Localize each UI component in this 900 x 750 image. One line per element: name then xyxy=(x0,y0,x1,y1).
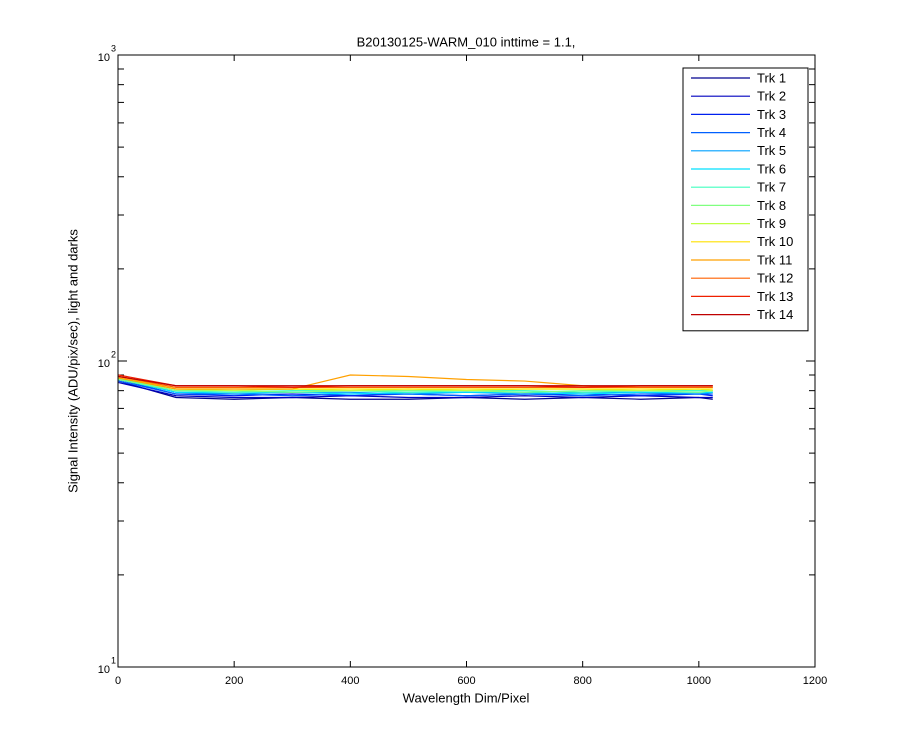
x-tick-label: 200 xyxy=(225,675,243,687)
legend-label: Trk 5 xyxy=(757,143,786,158)
legend-label: Trk 7 xyxy=(757,180,786,195)
x-tick-label: 1200 xyxy=(803,675,827,687)
y-tick-label: 10 xyxy=(98,358,110,370)
series-line xyxy=(118,375,713,387)
legend-label: Trk 10 xyxy=(757,234,793,249)
series-line xyxy=(118,377,713,392)
legend-label: Trk 11 xyxy=(757,252,792,267)
chart-title: B20130125-WARM_010 inttime = 1.1, xyxy=(357,34,576,49)
y-tick-exponent: 2 xyxy=(111,349,116,359)
y-tick-exponent: 1 xyxy=(111,655,116,665)
series-line xyxy=(118,380,713,400)
y-tick-exponent: 3 xyxy=(111,43,116,53)
legend: Trk 1 Trk 2 Trk 3 Trk 4 Trk 5 Trk 6 Trk 7 Trk 8… xyxy=(682,67,809,332)
y-tick-label: 10 xyxy=(98,52,110,64)
x-tick-label: 400 xyxy=(341,675,359,687)
legend-label: Trk 1 xyxy=(757,70,786,85)
legend-label: Trk 8 xyxy=(757,198,786,213)
series-line xyxy=(118,375,713,388)
legend-box xyxy=(682,67,809,332)
y-tick-label: 10 xyxy=(98,664,110,676)
legend-label: Trk 12 xyxy=(757,271,793,286)
x-tick-label: 0 xyxy=(115,675,121,687)
x-tick-label: 800 xyxy=(573,675,591,687)
x-tick-label: 1000 xyxy=(687,675,711,687)
legend-label: Trk 2 xyxy=(757,89,786,104)
legend-label: Trk 6 xyxy=(757,161,786,176)
legend-label: Trk 13 xyxy=(757,289,793,304)
legend-label: Trk 14 xyxy=(757,307,793,322)
legend-label: Trk 9 xyxy=(757,216,786,231)
x-tick-label: 600 xyxy=(457,675,475,687)
legend-label: Trk 3 xyxy=(757,107,786,122)
x-axis-label: Wavelength Dim/Pixel xyxy=(403,690,530,705)
y-axis-label: Signal Intensity (ADU/pix/sec), light an… xyxy=(65,229,80,493)
legend-label: Trk 4 xyxy=(757,125,786,140)
